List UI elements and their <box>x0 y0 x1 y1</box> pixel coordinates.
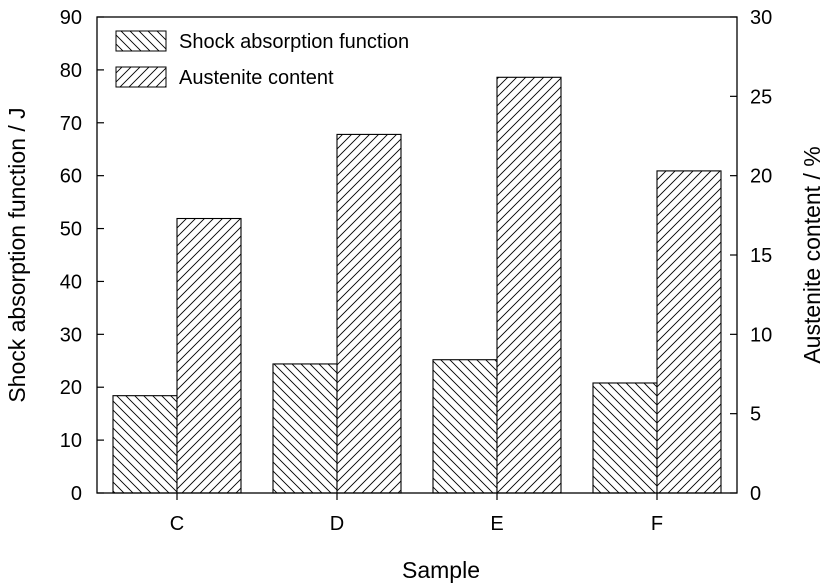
bar-austenite-C <box>176 217 242 494</box>
bar-shock-absorption-E <box>432 359 498 494</box>
x-tick-label-E: E <box>490 513 503 535</box>
bar-austenite-E <box>496 76 562 494</box>
left-tick-label-30: 30 <box>60 324 82 346</box>
legend-label-austenite: Austenite content <box>179 67 334 89</box>
bar-austenite-D <box>336 133 402 494</box>
x-tick-label-F: F <box>651 513 663 535</box>
right-tick-label-0: 0 <box>750 483 761 505</box>
x-axis-title: Sample <box>402 557 480 583</box>
bar-shock-absorption-F <box>592 382 658 494</box>
left-tick-label-70: 70 <box>60 113 82 135</box>
left-tick-label-10: 10 <box>60 430 82 452</box>
legend-swatch-austenite <box>115 66 167 88</box>
legend-label-shock-absorption: Shock absorption function <box>179 31 409 53</box>
left-tick-label-60: 60 <box>60 166 82 188</box>
bars <box>112 76 722 494</box>
bar-austenite-F <box>656 170 722 494</box>
left-tick-label-50: 50 <box>60 219 82 241</box>
x-tick-label-D: D <box>330 513 344 535</box>
left-tick-label-90: 90 <box>60 7 82 29</box>
right-tick-label-15: 15 <box>750 245 772 267</box>
x-axis: C D E F <box>170 493 663 535</box>
left-tick-label-40: 40 <box>60 271 82 293</box>
left-axis: 0 10 20 30 40 50 60 70 80 90 <box>60 7 104 505</box>
legend-swatch-shock-absorption <box>115 30 167 52</box>
left-axis-title: Shock absorption function / J <box>4 107 30 402</box>
right-tick-label-25: 25 <box>750 86 772 108</box>
legend: Shock absorption function Austenite cont… <box>115 30 409 89</box>
bar-shock-absorption-D <box>272 363 338 494</box>
left-tick-label-20: 20 <box>60 377 82 399</box>
right-tick-label-10: 10 <box>750 324 772 346</box>
right-tick-label-20: 20 <box>750 166 772 188</box>
right-tick-label-5: 5 <box>750 404 761 426</box>
left-tick-label-80: 80 <box>60 60 82 82</box>
right-tick-label-30: 30 <box>750 7 772 29</box>
right-axis-title: Austenite content / % <box>799 146 825 363</box>
right-axis: 0 5 10 15 20 25 30 <box>730 7 772 505</box>
x-tick-label-C: C <box>170 513 184 535</box>
bar-shock-absorption-C <box>112 395 178 494</box>
left-tick-label-0: 0 <box>71 483 82 505</box>
